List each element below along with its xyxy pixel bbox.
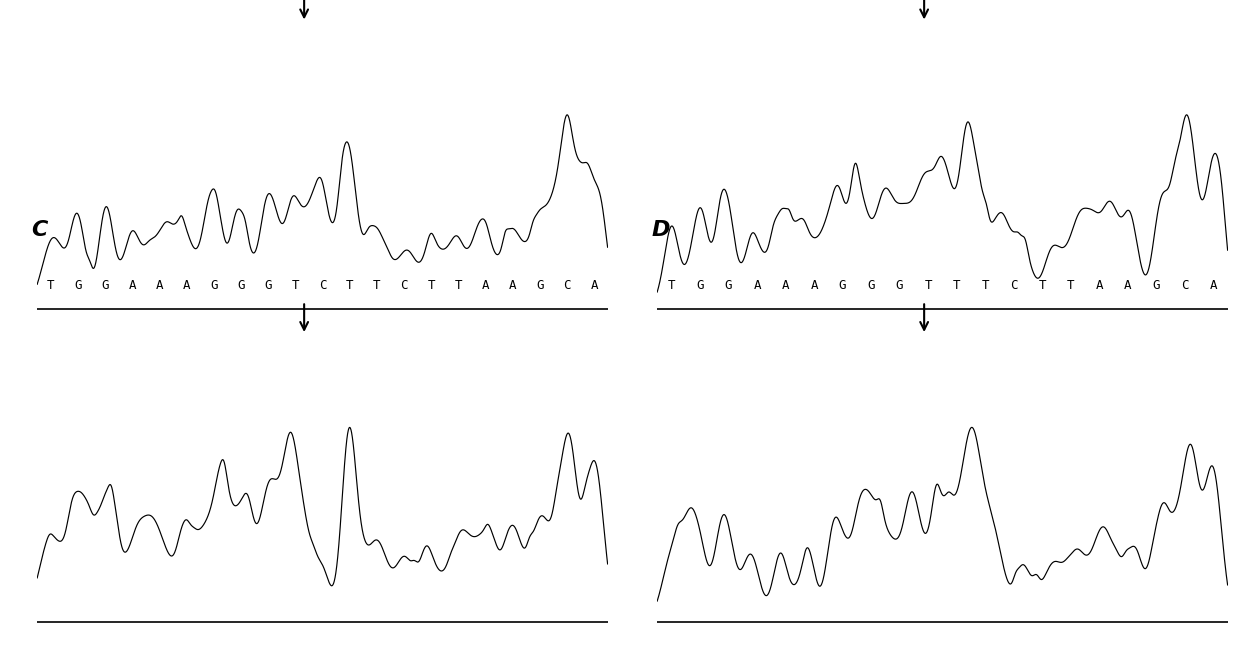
Text: C: C: [31, 220, 48, 240]
Text: T: T: [1038, 279, 1047, 292]
Text: T: T: [428, 279, 435, 292]
Text: G: G: [895, 279, 904, 292]
Text: T: T: [924, 279, 932, 292]
Text: A: A: [1209, 279, 1218, 292]
Text: A: A: [129, 279, 136, 292]
Text: G: G: [536, 279, 543, 292]
Text: A: A: [1095, 279, 1104, 292]
Text: G: G: [74, 279, 82, 292]
Text: A: A: [781, 279, 790, 292]
Text: C: C: [1180, 279, 1189, 292]
Text: G: G: [210, 279, 217, 292]
Text: A: A: [590, 279, 598, 292]
Text: T: T: [952, 279, 961, 292]
Text: T: T: [346, 279, 353, 292]
Text: G: G: [724, 279, 733, 292]
Text: T: T: [47, 279, 55, 292]
Text: A: A: [1123, 279, 1132, 292]
Text: C: C: [563, 279, 570, 292]
Text: A: A: [810, 279, 818, 292]
Text: A: A: [481, 279, 489, 292]
Text: C: C: [319, 279, 326, 292]
Text: D: D: [651, 220, 670, 240]
Text: T: T: [667, 279, 676, 292]
Text: C: C: [1009, 279, 1018, 292]
Text: T: T: [454, 279, 463, 292]
Text: G: G: [696, 279, 704, 292]
Text: T: T: [291, 279, 299, 292]
Text: A: A: [182, 279, 191, 292]
Text: G: G: [264, 279, 272, 292]
Text: A: A: [156, 279, 164, 292]
Text: T: T: [373, 279, 381, 292]
Text: C: C: [401, 279, 408, 292]
Text: G: G: [838, 279, 847, 292]
Text: T: T: [1066, 279, 1075, 292]
Text: A: A: [508, 279, 516, 292]
Text: G: G: [867, 279, 875, 292]
Text: G: G: [1152, 279, 1161, 292]
Text: A: A: [753, 279, 761, 292]
Text: G: G: [102, 279, 109, 292]
Text: T: T: [981, 279, 990, 292]
Text: G: G: [237, 279, 244, 292]
